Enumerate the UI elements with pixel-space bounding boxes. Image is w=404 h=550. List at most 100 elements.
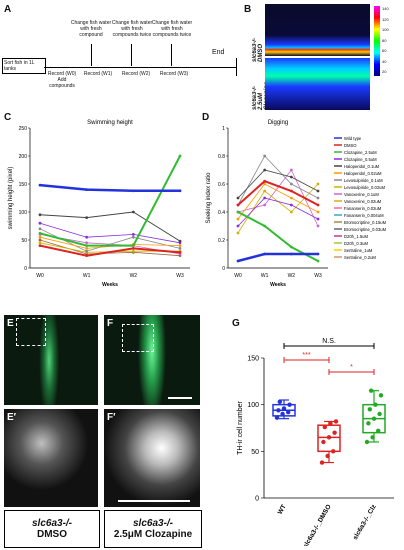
cb-tick: 140	[382, 6, 389, 11]
label-dmso: slc6a3-/- DMSO	[4, 510, 100, 548]
legend-label: D20h_0.3uM	[344, 241, 368, 246]
series-line	[39, 222, 181, 244]
box-point	[325, 453, 330, 459]
data-point	[289, 210, 293, 214]
cb-tick: 40	[382, 58, 387, 64]
data-point	[178, 189, 182, 193]
legend-label: D20h_1.5uM	[344, 234, 368, 239]
box-point	[367, 407, 372, 412]
series-line	[39, 239, 181, 257]
box-point	[319, 460, 325, 465]
data-point	[316, 196, 320, 200]
box-point	[378, 393, 384, 398]
y-axis-label: swimming height (pixel)	[8, 167, 14, 230]
cb-tick: 80	[382, 37, 387, 43]
sig-label: *	[350, 364, 353, 371]
data-point	[289, 203, 293, 207]
data-point	[289, 189, 293, 193]
box-point	[277, 399, 282, 405]
box-point	[364, 439, 370, 445]
panel-letter-f: F	[107, 318, 114, 329]
box-point	[331, 449, 336, 454]
data-point	[85, 188, 89, 191]
data-point	[263, 252, 267, 256]
data-point	[316, 252, 320, 256]
box-point	[332, 430, 337, 435]
record-w2: Record (W2)	[121, 71, 151, 77]
image-e-dmso	[4, 315, 98, 405]
box-point	[376, 428, 381, 433]
box-point	[286, 409, 291, 415]
data-point	[236, 203, 240, 207]
sig-label: ***	[302, 352, 310, 359]
legend-label: Fananserin_0.02uM	[344, 206, 382, 211]
legend-label: Bromocriptine_0.15uM	[344, 220, 387, 225]
row1-label: slc6a3-/- DMSO	[252, 37, 264, 62]
box-point	[370, 435, 375, 440]
image-f-prime	[104, 409, 200, 507]
cb-tick: 60	[382, 48, 387, 53]
data-point	[131, 189, 135, 193]
sig-label: N.S.	[322, 338, 336, 345]
data-point	[316, 210, 320, 214]
data-point	[85, 216, 89, 219]
x-tick-label: W2	[288, 273, 296, 279]
data-point	[289, 182, 293, 186]
y-tick-label: 50	[251, 449, 259, 456]
label-cloz-treatment: 2.5μM Clozapine	[113, 529, 193, 540]
panel-letter-e: E	[7, 318, 14, 329]
panel-letter-c: C	[4, 112, 12, 123]
end-tick	[236, 58, 237, 76]
change-note-3: Change fish water with fresh compounds t…	[151, 20, 193, 38]
series-line	[237, 197, 319, 227]
data-point	[236, 210, 240, 214]
x-tick-label: W3	[176, 273, 184, 279]
data-point	[289, 196, 293, 200]
box-point	[373, 402, 378, 407]
data-point	[131, 249, 135, 253]
data-point	[289, 175, 293, 179]
legend-label: Levosulpiride_0.1uM	[344, 178, 383, 183]
data-point	[38, 183, 42, 187]
label-dmso-genotype: slc6a3-/-	[31, 518, 73, 529]
series-line	[237, 169, 319, 199]
x-tick-label: W3	[314, 273, 322, 279]
data-point	[131, 244, 135, 248]
record-w3: Record (W3)	[159, 71, 189, 77]
data-point	[131, 233, 135, 236]
legend-label: Bromocriptine_0.03uM	[344, 227, 387, 232]
box-point	[369, 388, 374, 393]
data-point	[263, 154, 267, 158]
legend-label: Haloperidol_0.1uM	[344, 164, 380, 169]
row2-label: slc6a3-/- 2.5uM Clozapine	[252, 82, 270, 110]
y-axis-label: Seeking index ratio	[206, 172, 212, 224]
colorbar-ticks: 140 120 100 80 60 40 20	[382, 4, 402, 78]
data-point	[38, 241, 42, 245]
change-arrow-2	[131, 44, 132, 66]
box-point	[280, 411, 285, 417]
box-point	[333, 419, 339, 424]
box-point	[322, 424, 327, 430]
data-point	[236, 224, 240, 228]
data-point	[131, 235, 135, 239]
cb-tick: 100	[382, 27, 389, 32]
data-point	[131, 247, 135, 250]
zoom-box-e	[16, 318, 46, 346]
legend-label: Haloperidol_0.02uM	[344, 171, 382, 176]
y-axis-label: TH-ir cell number	[237, 400, 244, 454]
panel-letter-b: B	[244, 4, 252, 15]
label-cloz-genotype: slc6a3-/-	[132, 518, 174, 529]
record-w0-label: Record (W0)	[47, 71, 77, 77]
data-point	[38, 231, 42, 235]
change-note-2: Change fish water with fresh compounds t…	[111, 20, 153, 38]
data-point	[263, 224, 267, 228]
data-point	[263, 196, 267, 200]
data-point	[263, 179, 267, 183]
x-tick-label: W2	[130, 273, 138, 279]
x-axis-label: Weeks	[270, 282, 286, 288]
y-tick-label: 0.4	[218, 210, 225, 216]
data-point	[178, 247, 182, 250]
data-point	[289, 245, 293, 249]
legend-label: Vanoxerine_0.02uM	[344, 199, 382, 204]
y-tick-label: 0	[255, 496, 259, 503]
